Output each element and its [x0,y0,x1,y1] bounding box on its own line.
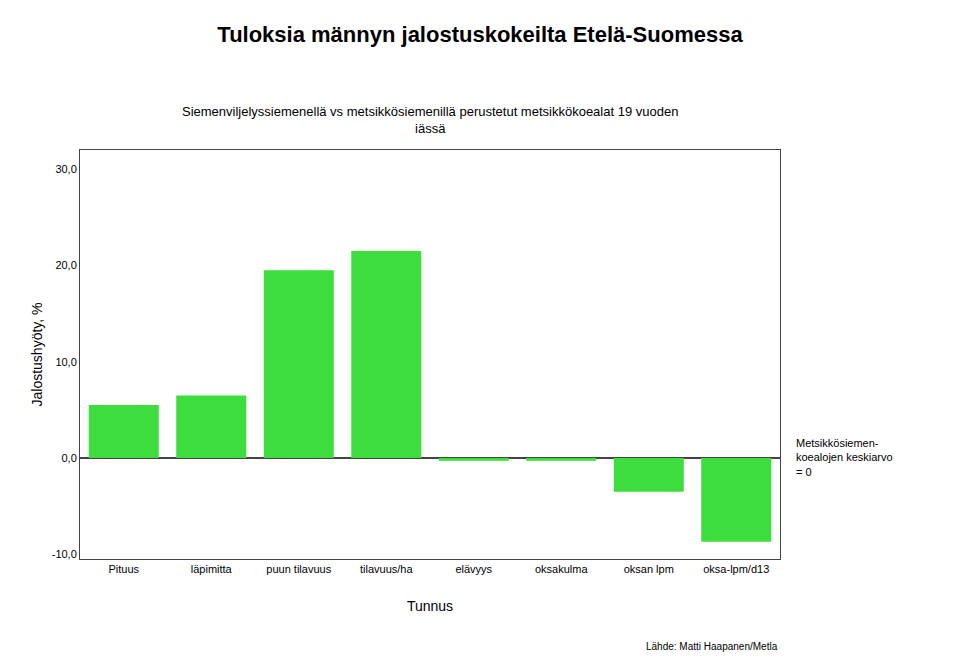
svg-text:30,0: 30,0 [55,163,76,175]
svg-text:Pituus: Pituus [108,563,139,575]
svg-text:-10,0: -10,0 [52,548,77,560]
svg-text:Lähde: Matti Haapanen/Metla: Lähde: Matti Haapanen/Metla [646,641,778,652]
svg-text:oksa-lpm/d13: oksa-lpm/d13 [703,563,769,575]
svg-text:0,0: 0,0 [62,452,77,464]
svg-text:Metsikkösiemen-koealojen keski: Metsikkösiemen-koealojen keskiarvo= 0 [796,437,893,478]
svg-text:oksakulma: oksakulma [535,563,588,575]
svg-text:tilavuus/ha: tilavuus/ha [360,563,413,575]
svg-text:20,0: 20,0 [55,259,76,271]
svg-text:elävyys: elävyys [455,563,492,575]
svg-text:oksan lpm: oksan lpm [624,563,674,575]
svg-text:puun tilavuus: puun tilavuus [266,563,331,575]
svg-text:Tuloksia männyn jalostuskokeil: Tuloksia männyn jalostuskokeilta Etelä-S… [217,22,743,47]
svg-text:läpimitta: läpimitta [191,563,233,575]
svg-text:10,0: 10,0 [55,356,76,368]
svg-text:Jalostushyöty, %: Jalostushyöty, % [29,302,45,406]
svg-text:Siemenviljelyssiemenellä vs me: Siemenviljelyssiemenellä vs metsikkösiem… [182,104,678,136]
svg-text:Tunnus: Tunnus [407,598,453,614]
